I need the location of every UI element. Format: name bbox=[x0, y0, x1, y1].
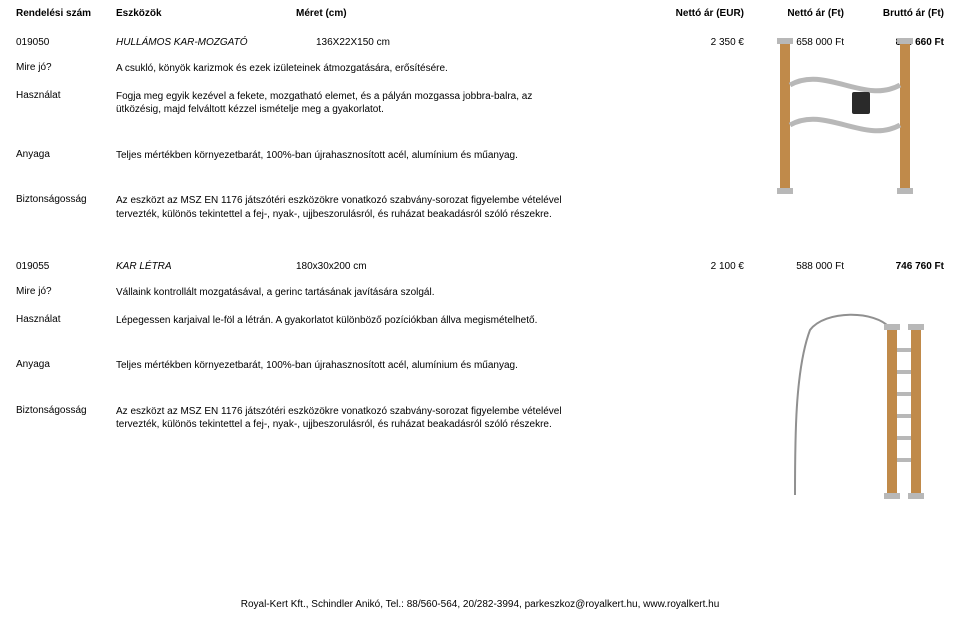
col-header-ft: Nettó ár (Ft) bbox=[744, 8, 844, 19]
attr-hasznalat: Használat Lépegessen karjaival le-föl a … bbox=[16, 314, 944, 328]
value-mirejo: A csukló, könyök karizmok és ezek izület… bbox=[116, 62, 576, 76]
col-header-eszkoz: Eszközök bbox=[116, 8, 296, 19]
label-mirejo: Mire jó? bbox=[16, 62, 116, 73]
col-header-meret: Méret (cm) bbox=[296, 8, 476, 19]
product-code: 019055 bbox=[16, 261, 116, 272]
label-hasznalat: Használat bbox=[16, 90, 116, 101]
product-name: KAR LÉTRA bbox=[116, 261, 296, 272]
value-hasznalat: Fogja meg egyik kezével a fekete, mozgat… bbox=[116, 90, 576, 117]
col-header-eur: Nettó ár (EUR) bbox=[644, 8, 744, 19]
product-code: 019050 bbox=[16, 37, 116, 48]
product-name: HULLÁMOS KAR-MOZGATÓ bbox=[116, 37, 316, 48]
col-header-brutto: Bruttó ár (Ft) bbox=[844, 8, 944, 19]
product-size: 180x30x200 cm bbox=[296, 261, 476, 272]
label-mirejo: Mire jó? bbox=[16, 286, 116, 297]
label-anyaga: Anyaga bbox=[16, 359, 116, 370]
product-row: 019050 HULLÁMOS KAR-MOZGATÓ 136X22X150 c… bbox=[16, 37, 944, 48]
price-brutto: 746 760 Ft bbox=[844, 261, 944, 272]
label-anyaga: Anyaga bbox=[16, 149, 116, 160]
attr-anyaga: Anyaga Teljes mértékben környezetbarát, … bbox=[16, 359, 944, 373]
value-mirejo: Vállaink kontrollált mozgatásával, a ger… bbox=[116, 286, 576, 300]
price-eur: 2 100 € bbox=[644, 261, 744, 272]
price-ft: 658 000 Ft bbox=[744, 37, 844, 48]
attr-mirejo: Mire jó? Vállaink kontrollált mozgatásáv… bbox=[16, 286, 944, 300]
label-hasznalat: Használat bbox=[16, 314, 116, 325]
price-ft: 588 000 Ft bbox=[744, 261, 844, 272]
page-footer: Royal-Kert Kft., Schindler Anikó, Tel.: … bbox=[0, 599, 960, 610]
attr-biztonsag: Biztonságosság Az eszközt az MSZ EN 1176… bbox=[16, 405, 944, 432]
product-size: 136X22X150 cm bbox=[316, 37, 496, 48]
value-anyaga: Teljes mértékben környezetbarát, 100%-ba… bbox=[116, 359, 576, 373]
label-biztonsag: Biztonságosság bbox=[16, 405, 116, 416]
value-biztonsag: Az eszközt az MSZ EN 1176 játszótéri esz… bbox=[116, 405, 576, 432]
table-header: Rendelési szám Eszközök Méret (cm) Nettó… bbox=[16, 8, 944, 19]
value-anyaga: Teljes mértékben környezetbarát, 100%-ba… bbox=[116, 149, 576, 163]
price-eur: 2 350 € bbox=[644, 37, 744, 48]
attr-biztonsag: Biztonságosság Az eszközt az MSZ EN 1176… bbox=[16, 194, 944, 221]
col-header-rendszam: Rendelési szám bbox=[16, 8, 116, 19]
product-row: 019055 KAR LÉTRA 180x30x200 cm 2 100 € 5… bbox=[16, 261, 944, 272]
attr-hasznalat: Használat Fogja meg egyik kezével a feke… bbox=[16, 90, 944, 117]
price-brutto: 835 660 Ft bbox=[844, 37, 944, 48]
attr-anyaga: Anyaga Teljes mértékben környezetbarát, … bbox=[16, 149, 944, 163]
value-hasznalat: Lépegessen karjaival le-föl a létrán. A … bbox=[116, 314, 576, 328]
label-biztonsag: Biztonságosság bbox=[16, 194, 116, 205]
attr-mirejo: Mire jó? A csukló, könyök karizmok és ez… bbox=[16, 62, 944, 76]
value-biztonsag: Az eszközt az MSZ EN 1176 játszótéri esz… bbox=[116, 194, 576, 221]
